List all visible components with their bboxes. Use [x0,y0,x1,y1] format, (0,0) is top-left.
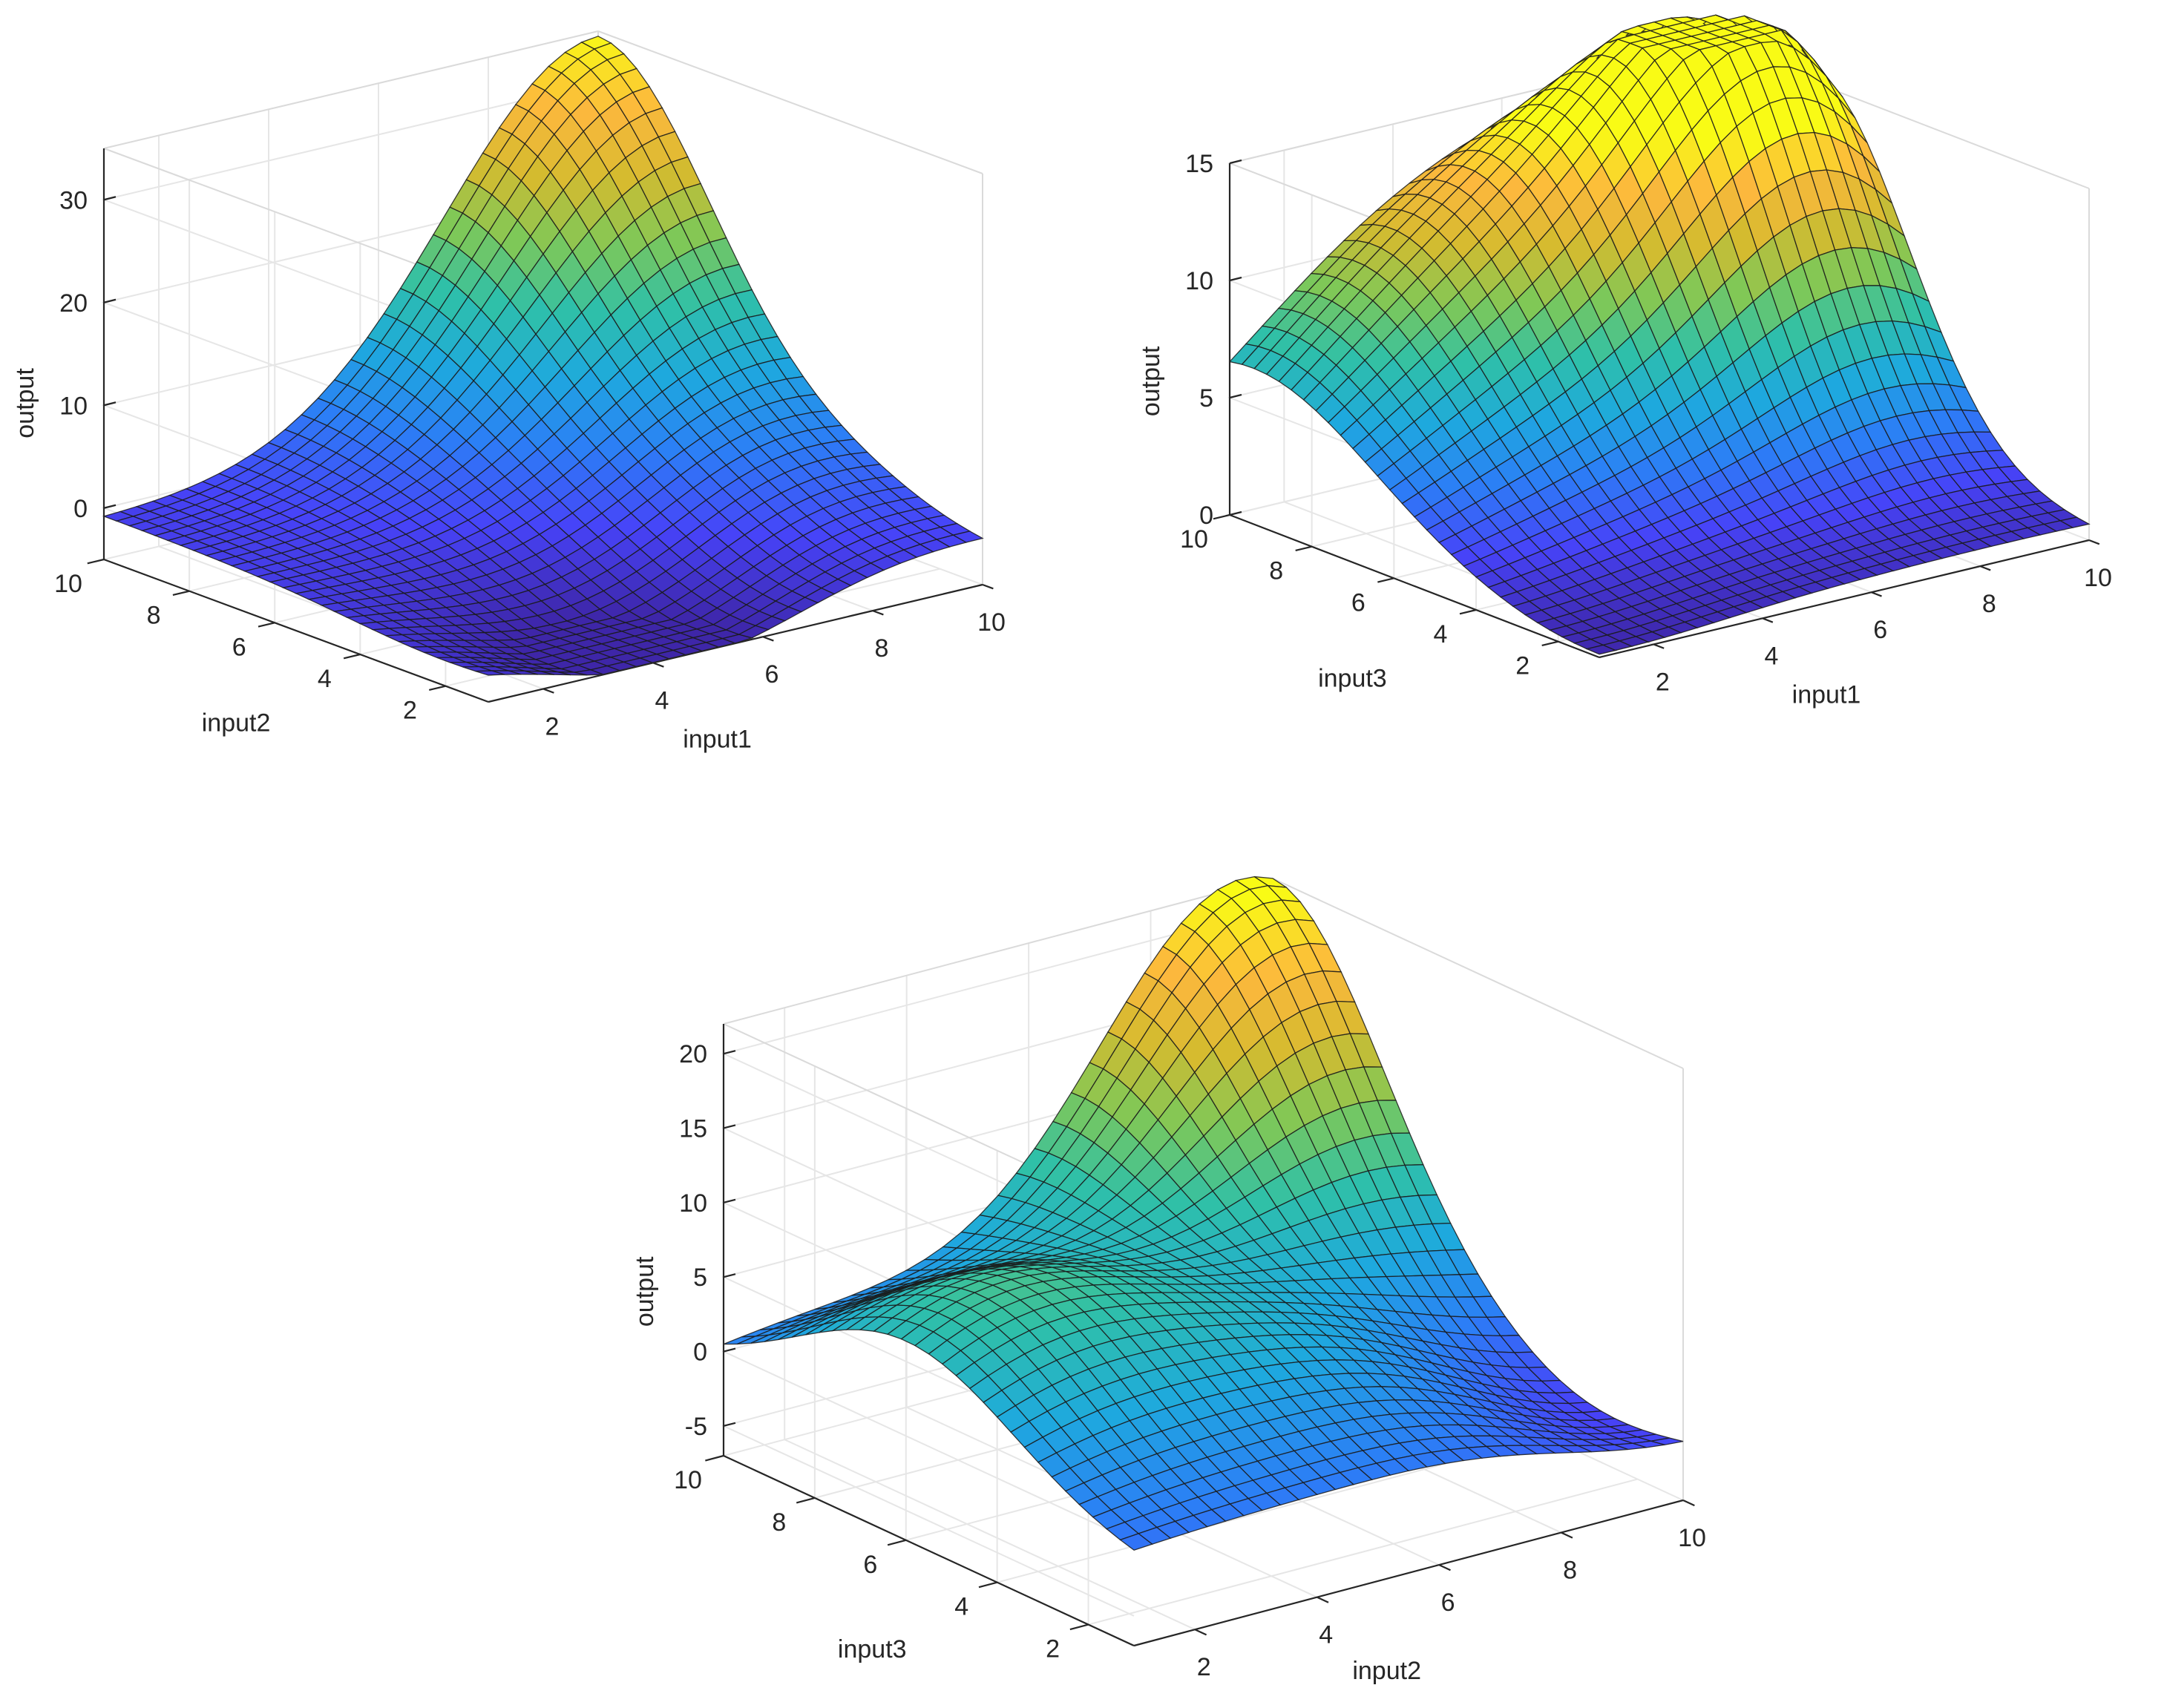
surface-mesh [102,36,984,676]
y-tick-label: 10 [674,1466,702,1494]
surface-plot-input2-input3: 2 4 6 8 10 2 4 6 8 10 -5 0 5 10 15 20 input2 input3 output [631,876,1706,1685]
z-tick-label: 5 [693,1264,707,1292]
x-tick-label: 4 [1319,1621,1333,1649]
z-axis-label: output [11,368,39,439]
y-tick-label: 6 [232,633,246,661]
y-tick-label: 8 [772,1508,786,1537]
y-tick-label: 6 [1351,588,1366,617]
z-tick-label: 20 [679,1040,707,1068]
x-axis-label: input1 [1792,681,1861,709]
y-tick-label: 2 [1046,1635,1060,1663]
z-tick-label: 15 [679,1114,707,1143]
x-tick-label: 10 [1678,1524,1706,1552]
y-tick-label: 10 [1180,525,1208,554]
x-tick-label: 6 [765,660,779,689]
z-axis-label: output [1137,346,1165,416]
y-axis-line [723,1455,1135,1646]
y-tick-label: 6 [863,1551,877,1579]
z-tick-label: 20 [59,289,88,318]
surface-face [951,531,984,543]
x-tick-label: 8 [1982,590,1996,618]
z-axis-label: output [631,1256,659,1327]
y-tick-label: 2 [1515,652,1530,680]
z-tick-label: 5 [1199,384,1213,413]
x-tick-label: 10 [2084,564,2112,592]
surface-mesh [1228,14,2091,655]
x-tick-label: 10 [977,608,1006,637]
y-axis-line [1229,513,1600,659]
y-axis-label: input2 [202,709,271,738]
x-axis-line [1599,539,2090,659]
z-tick-label: 10 [679,1189,707,1218]
z-tick-label: 0 [693,1339,707,1367]
axes: 2 4 6 8 10 2 4 6 8 10 0 10 20 30 input1 input2 output [11,148,1006,754]
y-tick-label: 8 [1269,557,1283,585]
x-tick-label: 2 [1656,668,1670,696]
x-axis-line [1133,1499,1684,1647]
surface-face [2059,516,2091,528]
z-tick-label: 10 [59,392,88,420]
surface-face [1650,1437,1684,1445]
surface-mesh [723,876,1684,1551]
x-axis-label: input1 [683,726,752,754]
z-tick-label: 30 [59,186,88,214]
surface-plot-input1-input2: 2 4 6 8 10 2 4 6 8 10 0 10 20 30 input1 input2 output [11,30,1006,754]
x-tick-label: 4 [655,686,669,715]
x-tick-label: 4 [1765,642,1779,670]
x-tick-label: 2 [545,712,560,740]
z-tick-label: 10 [1185,267,1213,295]
axes: 2 4 6 8 10 2 4 6 8 10 -5 0 5 10 15 20 input2 input3 output [631,1024,1706,1685]
x-tick-label: 6 [1873,616,1887,644]
z-tick-label: -5 [685,1413,707,1441]
y-tick-label: 4 [318,665,332,693]
x-tick-label: 2 [1197,1653,1211,1681]
z-tick-label: 0 [1199,502,1213,530]
y-tick-label: 4 [954,1593,968,1621]
z-tick-label: 0 [73,495,88,523]
y-axis-label: input3 [1318,665,1387,693]
x-tick-label: 8 [1563,1557,1577,1585]
y-tick-label: 8 [147,602,161,630]
y-tick-label: 2 [403,697,417,725]
y-axis-label: input3 [838,1635,907,1663]
z-tick-label: 15 [1185,150,1213,178]
y-tick-label: 4 [1434,620,1448,648]
x-tick-label: 8 [875,634,889,663]
x-axis-line [488,583,983,703]
y-axis-line [103,558,489,703]
x-tick-label: 6 [1441,1589,1455,1617]
x-axis-label: input2 [1352,1657,1421,1685]
y-tick-label: 10 [54,570,82,598]
